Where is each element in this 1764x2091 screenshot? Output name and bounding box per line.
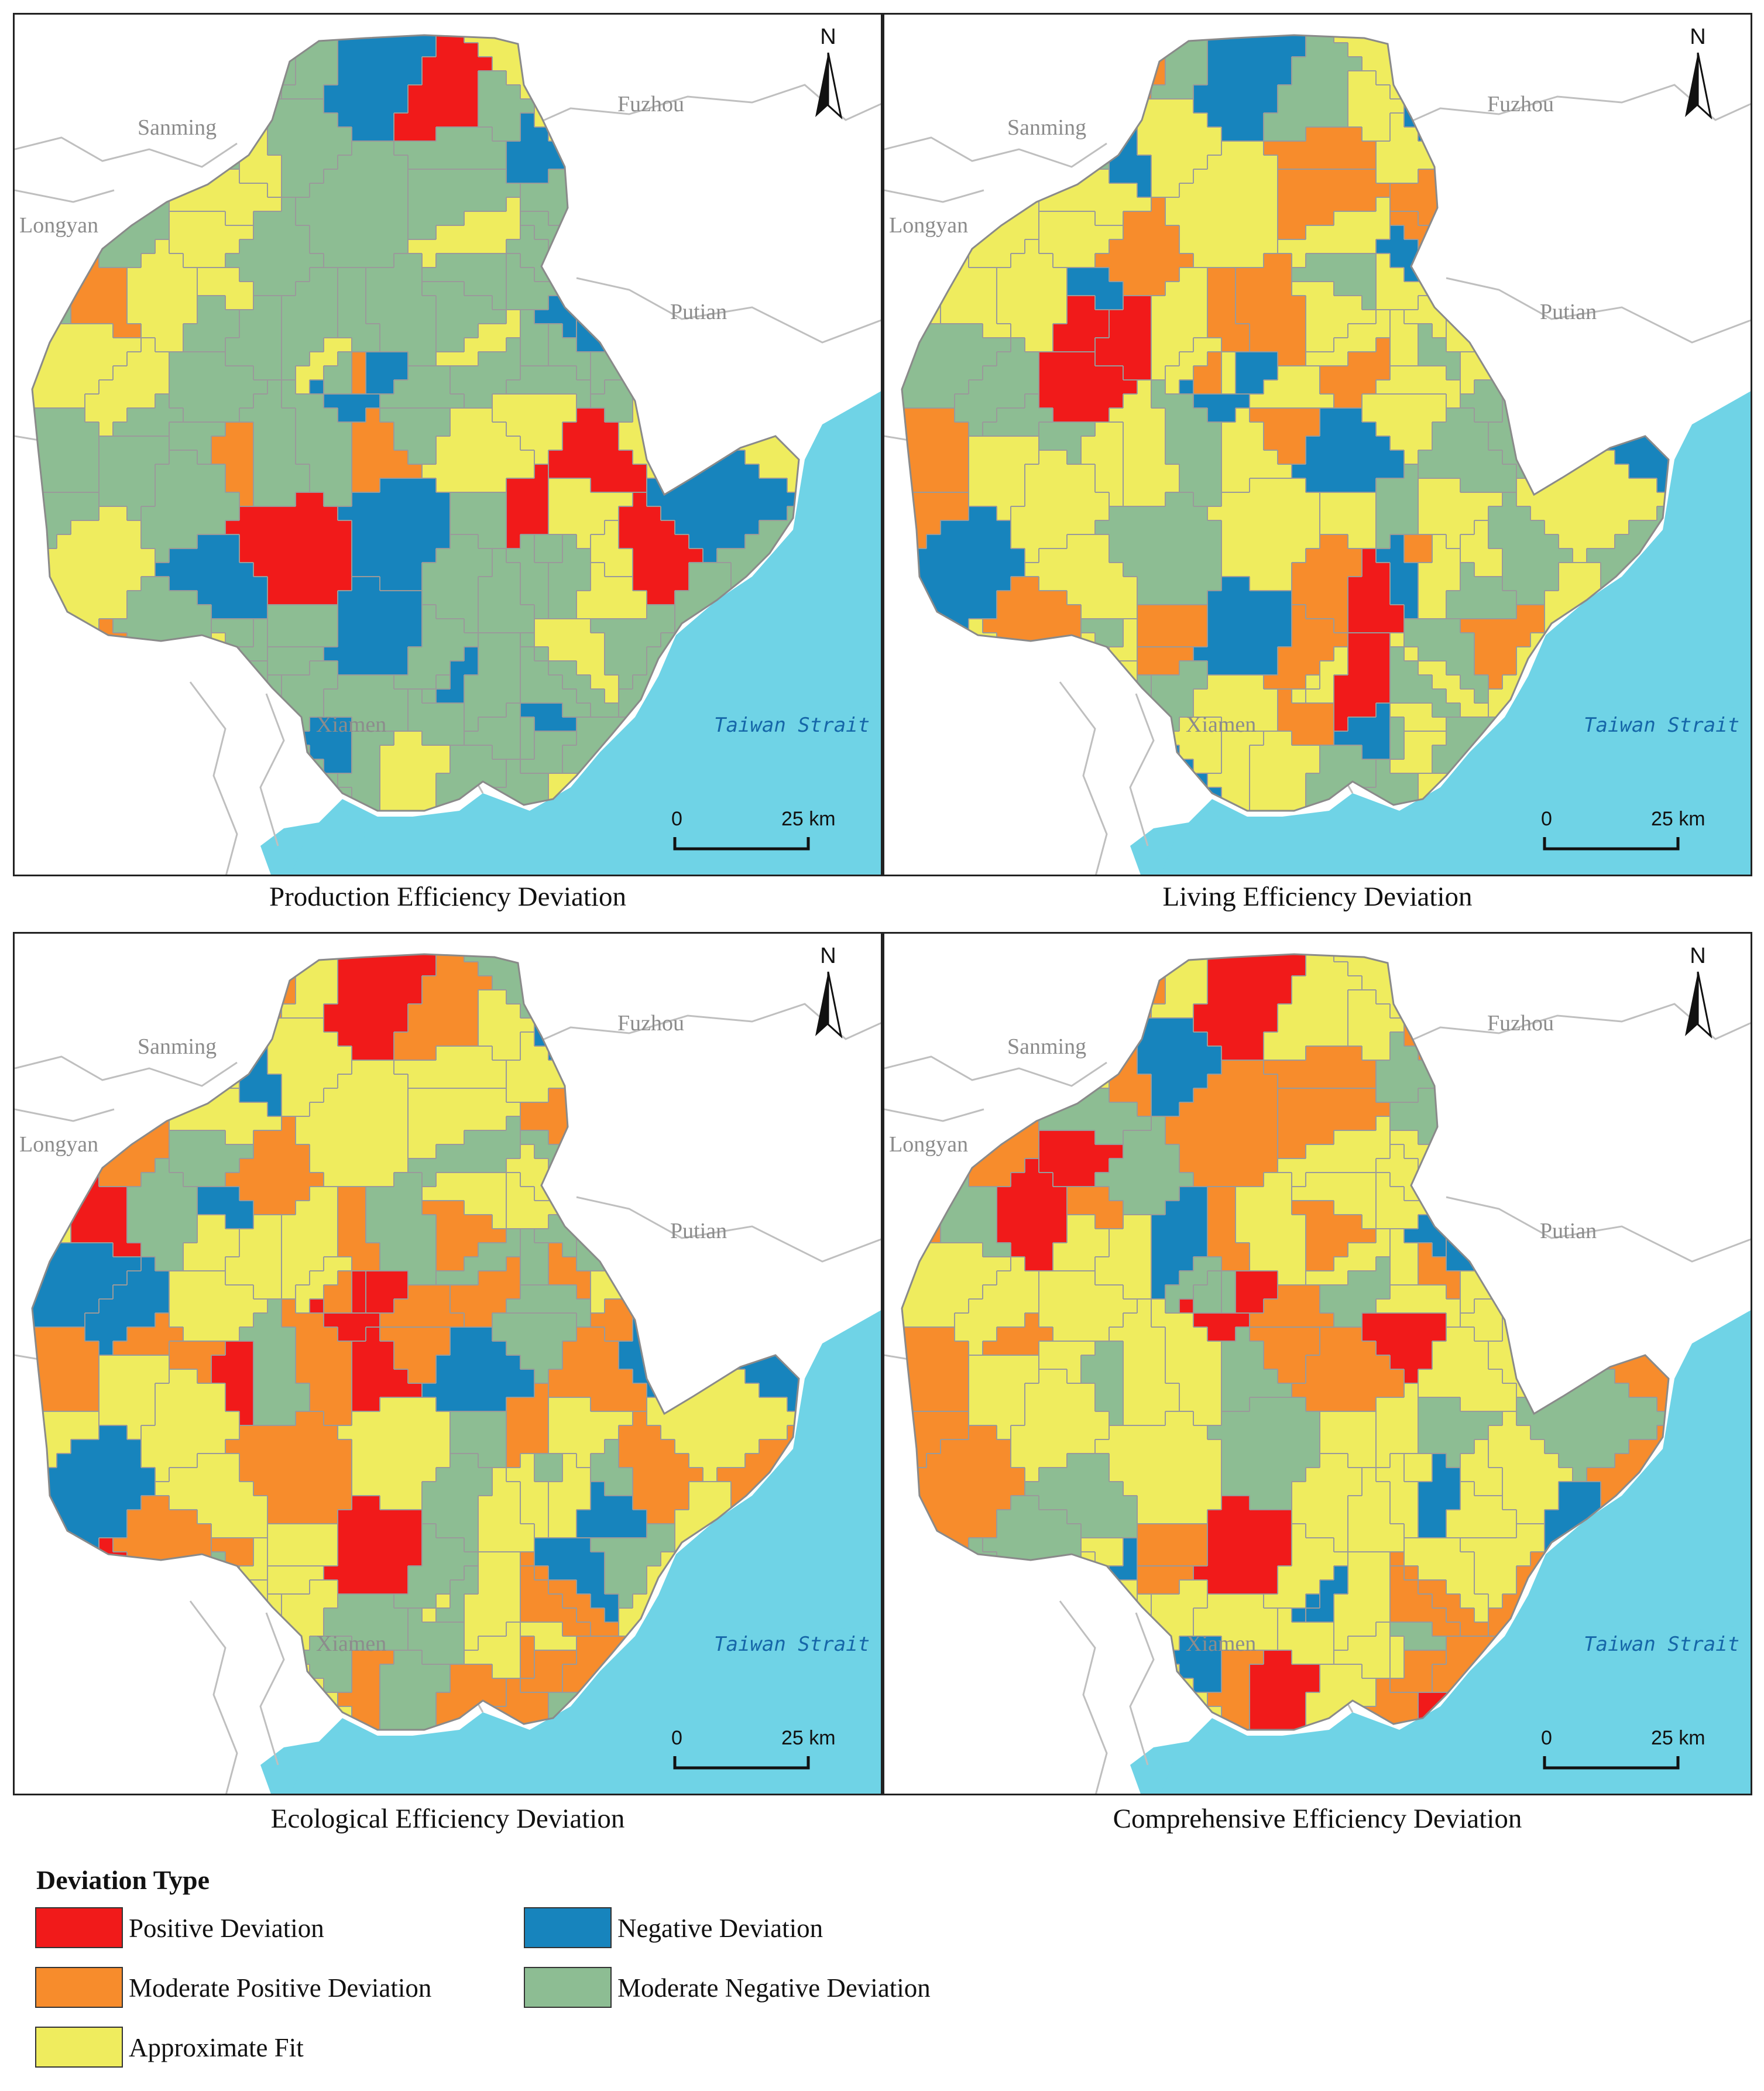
legend-label: Approximate Fit [129, 2032, 304, 2063]
place-label-sanming: Sanming [138, 115, 217, 140]
map-canvas: Sanming Fuzhou Longyan Putian Xiamen Taiwan S… [884, 25, 1751, 875]
panel-caption-living: Living Efficiency Deviation [883, 881, 1752, 913]
north-arrow-icon [1685, 52, 1712, 120]
panel-caption-comprehensive: Comprehensive Efficiency Deviation [883, 1803, 1752, 1835]
scale-bar: 0 25 km [671, 1727, 836, 1770]
legend-label: Moderate Negative Deviation [617, 1973, 931, 2003]
north-arrow-icon [815, 971, 843, 1039]
legend-label: Negative Deviation [617, 1913, 823, 1943]
scale-end-label: 25 km [1651, 808, 1705, 830]
map-panel-ecological: Sanming Fuzhou Longyan Putian Xiamen Taiwan S… [13, 932, 883, 1795]
legend-swatch [524, 1907, 612, 1948]
north-label: N [820, 25, 836, 49]
scale-bar: 0 25 km [671, 808, 836, 851]
north-arrow-icon [815, 52, 843, 120]
map-canvas: Sanming Fuzhou Longyan Putian Xiamen Taiwan S… [15, 944, 881, 1794]
scale-end-label: 25 km [781, 808, 836, 830]
north-arrow-icon [1685, 971, 1712, 1039]
place-label-putian: Putian [670, 1219, 727, 1243]
scale-start-label: 0 [1541, 808, 1552, 830]
north-label: N [1690, 944, 1705, 968]
place-label-sea: Taiwan Strait [714, 1633, 870, 1656]
legend-title: Deviation Type [36, 1864, 210, 1895]
legend-swatch [524, 1967, 612, 2008]
place-label-fuzhou: Fuzhou [1487, 1011, 1554, 1036]
place-label-xiamen: Xiamen [1186, 712, 1256, 737]
place-label-fuzhou: Fuzhou [617, 92, 684, 116]
place-label-putian: Putian [670, 300, 727, 324]
map-canvas: Sanming Fuzhou Longyan Putian Xiamen Taiwan S… [884, 944, 1751, 1794]
map-panel-living: Sanming Fuzhou Longyan Putian Xiamen Taiwan S… [883, 13, 1752, 876]
place-label-sanming: Sanming [138, 1034, 217, 1059]
place-label-longyan: Longyan [19, 1132, 98, 1157]
legend-label: Moderate Positive Deviation [129, 1973, 431, 2003]
scale-bar: 0 25 km [1541, 1727, 1705, 1770]
scale-start-label: 0 [671, 808, 682, 830]
place-label-xiamen: Xiamen [1186, 1631, 1256, 1656]
scale-start-label: 0 [671, 1727, 682, 1749]
place-label-sea: Taiwan Strait [1584, 714, 1739, 737]
scale-bar: 0 25 km [1541, 808, 1705, 851]
map-panel-comprehensive: Sanming Fuzhou Longyan Putian Xiamen Taiwan S… [883, 932, 1752, 1795]
legend-swatch [35, 2027, 123, 2068]
legend-label: Positive Deviation [129, 1913, 324, 1943]
map-canvas: Sanming Fuzhou Longyan Putian Xiamen Taiwan S… [15, 25, 881, 875]
place-label-sea: Taiwan Strait [1584, 1633, 1739, 1656]
place-label-fuzhou: Fuzhou [617, 1011, 684, 1036]
legend-swatch [35, 1907, 123, 1948]
place-label-xiamen: Xiamen [316, 712, 386, 737]
place-label-xiamen: Xiamen [316, 1631, 386, 1656]
north-label: N [1690, 25, 1705, 49]
panel-caption-production: Production Efficiency Deviation [13, 881, 883, 913]
north-label: N [820, 944, 836, 968]
place-label-sea: Taiwan Strait [714, 714, 870, 737]
scale-end-label: 25 km [781, 1727, 836, 1749]
map-panel-production: Sanming Fuzhou Longyan Putian Xiamen Taiwan S… [13, 13, 883, 876]
place-label-longyan: Longyan [889, 1132, 968, 1157]
scale-end-label: 25 km [1651, 1727, 1705, 1749]
place-label-longyan: Longyan [889, 213, 968, 238]
place-label-sanming: Sanming [1007, 1034, 1086, 1059]
place-label-fuzhou: Fuzhou [1487, 92, 1554, 116]
place-label-putian: Putian [1540, 300, 1597, 324]
place-label-sanming: Sanming [1007, 115, 1086, 140]
place-label-longyan: Longyan [19, 213, 98, 238]
legend-swatch [35, 1967, 123, 2008]
scale-start-label: 0 [1541, 1727, 1552, 1749]
panel-caption-ecological: Ecological Efficiency Deviation [13, 1803, 883, 1835]
place-label-putian: Putian [1540, 1219, 1597, 1243]
